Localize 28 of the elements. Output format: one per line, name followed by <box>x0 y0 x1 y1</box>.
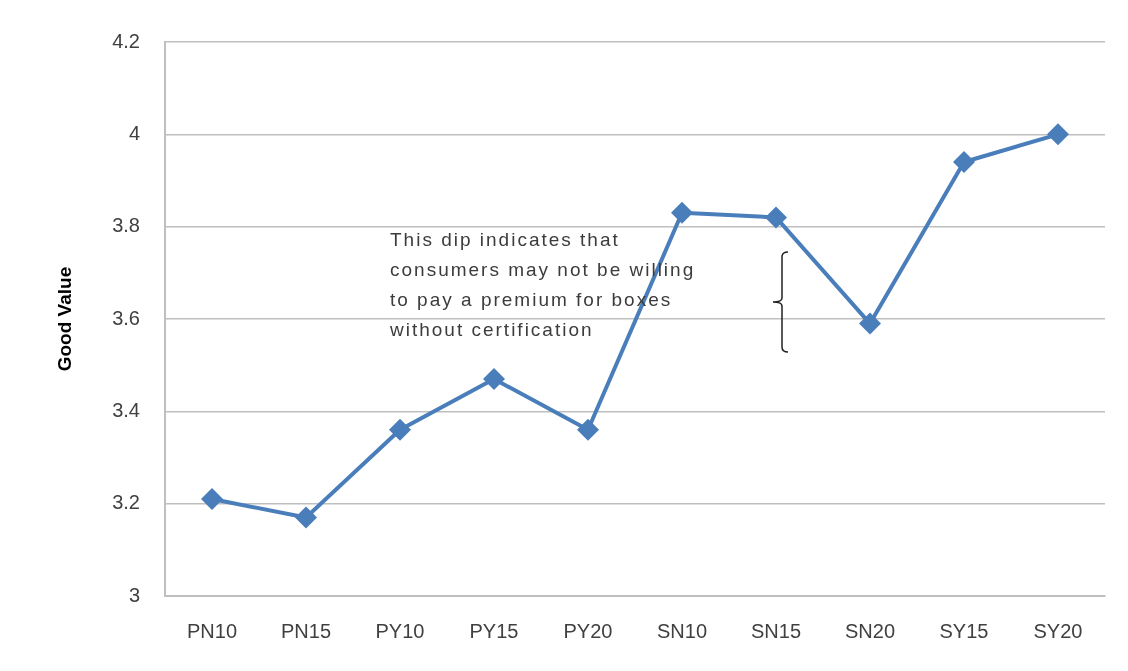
y-tick-label: 3.6 <box>112 306 140 329</box>
point <box>953 151 975 174</box>
x-tick-label: PY15 <box>469 619 519 642</box>
point <box>765 206 787 229</box>
point <box>483 368 505 391</box>
point <box>201 488 223 511</box>
y-axis-title: Good Value <box>53 266 75 372</box>
x-tick-label: PN10 <box>186 619 238 642</box>
point <box>859 312 881 335</box>
y-tick-label: 3.4 <box>112 398 140 421</box>
point <box>295 506 317 529</box>
x-tick-label: PN15 <box>280 619 332 642</box>
y-tick-label: 3 <box>128 583 140 606</box>
y-tick-label: 4.2 <box>112 29 140 52</box>
x-tick-label: SY15 <box>939 619 989 642</box>
point <box>1047 123 1069 146</box>
x-tick-label: PY20 <box>563 619 613 642</box>
x-tick-label: SY20 <box>1033 619 1083 642</box>
point <box>389 418 411 441</box>
y-tick-label: 3.2 <box>112 491 140 514</box>
point <box>577 418 599 441</box>
y-tick-label: 4 <box>128 121 140 144</box>
x-tick-label: SN15 <box>750 619 802 642</box>
y-tick-label: 3.8 <box>112 214 140 237</box>
x-tick-label: PY10 <box>375 619 425 642</box>
x-tick-label: SN20 <box>844 619 896 642</box>
point <box>671 201 693 224</box>
x-tick-label: SN10 <box>656 619 708 642</box>
